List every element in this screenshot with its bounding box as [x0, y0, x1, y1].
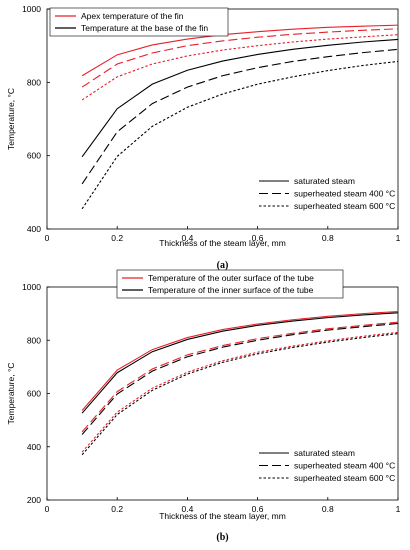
y-tick-label: 600: [27, 389, 41, 399]
y-tick-label: 600: [27, 151, 41, 161]
legend-label: Temperature of the inner surface of the …: [148, 285, 314, 295]
chart-panel-1: 0 0.2 0.4 0.6 0.8 1 400 600 800 1000 Thickness of …: [6, 4, 401, 271]
series-line-4: [81, 38, 399, 158]
legend-style-label: superheated steam 400 °C: [294, 189, 395, 199]
y-axis-title: Temperature, °C: [6, 363, 16, 425]
x-tick-label: 0.4: [181, 233, 193, 243]
x-axis-title: Thickness of the steam layer, mm: [159, 511, 286, 521]
x-tick-label: 0.2: [111, 233, 123, 243]
panel-label: (a): [217, 260, 229, 271]
legend-style: saturated steam superheated steam 400 °C s…: [259, 176, 395, 211]
x-tick-label: 0: [45, 233, 50, 243]
x-tick-label: 0.2: [111, 504, 123, 514]
legend-frame: [116, 269, 344, 299]
x-tick-label: 0.8: [322, 233, 334, 243]
legend-color: Temperature of the outer surface of the …: [116, 269, 344, 299]
legend-style-label: saturated steam: [294, 448, 355, 458]
y-tick-label: 400: [27, 224, 41, 234]
series-line-5: [81, 48, 399, 185]
x-tick-label: 1: [396, 504, 401, 514]
x-tick-label: 1: [396, 233, 401, 243]
x-tick-label: 0.6: [252, 233, 264, 243]
y-tick-label: 800: [27, 77, 41, 87]
x-tick-label: 0.4: [181, 504, 193, 514]
series-line-1: [81, 310, 399, 411]
legend-frame: [49, 7, 229, 37]
legend-style-label: saturated steam: [294, 176, 355, 186]
legend-style-label: superheated steam 600 °C: [294, 473, 395, 483]
legend-style-label: superheated steam 400 °C: [294, 461, 395, 471]
series-line-6: [81, 333, 399, 456]
y-tick-label: 1000: [22, 282, 41, 292]
series-line-4: [81, 322, 399, 435]
x-tick-label: 0: [45, 504, 50, 514]
y-axis-title: Temperature, °C: [6, 88, 16, 150]
series-line-3: [81, 321, 399, 433]
x-axis-title: Thickness of the steam layer, mm: [159, 238, 286, 248]
series-line-2: [81, 312, 399, 414]
x-tick-label: 0.6: [252, 504, 264, 514]
y-tick-label: 1000: [22, 4, 41, 14]
legend-label: Temperature of the outer surface of the …: [148, 273, 314, 283]
x-tick-label: 0.8: [322, 504, 334, 514]
series-line-6: [81, 60, 399, 210]
chart-panel-2: 0 0.2 0.4 0.6 0.8 1 200 400 600 800 1000 Thickness …: [6, 269, 401, 543]
y-tick-label: 800: [27, 335, 41, 345]
legend-label: Temperature at the base of the fin: [81, 23, 208, 33]
legend-label: Apex temperature of the fin: [81, 11, 184, 21]
series-line-1: [81, 24, 399, 77]
panel-label: (b): [216, 532, 228, 543]
legend-style-label: superheated steam 600 °C: [294, 201, 395, 211]
series-line-2: [81, 28, 399, 88]
series-line-3: [81, 34, 399, 101]
legend-color: Apex temperature of the fin Temperature a…: [49, 7, 229, 37]
series-line-5: [81, 331, 399, 453]
y-tick-label: 200: [27, 495, 41, 505]
legend-style: saturated steam superheated steam 400 °C s…: [259, 448, 395, 483]
y-tick-label: 400: [27, 442, 41, 452]
